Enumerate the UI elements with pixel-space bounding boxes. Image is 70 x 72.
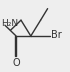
Text: O: O xyxy=(12,58,20,68)
Text: Br: Br xyxy=(51,30,62,40)
Text: H₂N: H₂N xyxy=(1,19,19,28)
